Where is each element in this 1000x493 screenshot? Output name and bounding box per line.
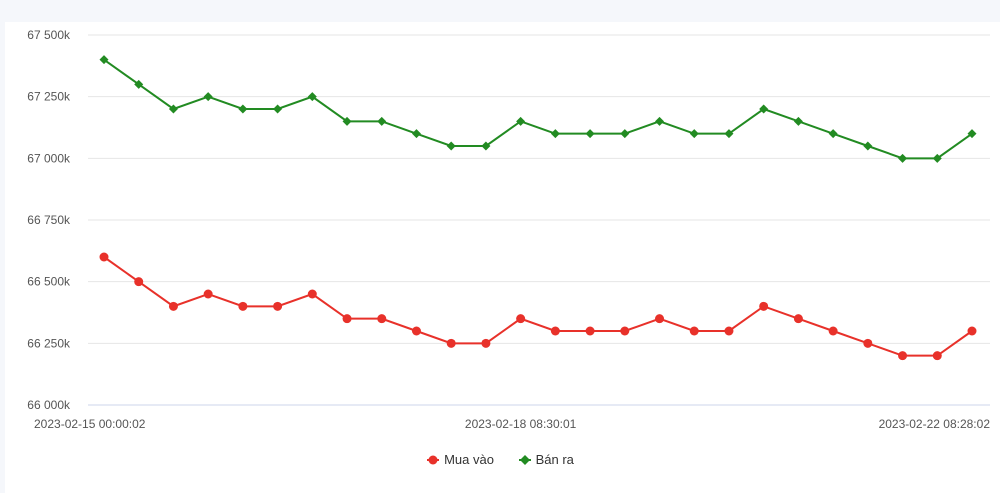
data-point xyxy=(238,104,248,114)
y-tick-label: 67 500k xyxy=(27,28,71,42)
data-point xyxy=(481,338,491,348)
legend-marker-icon xyxy=(427,455,440,464)
data-point xyxy=(377,116,387,126)
data-point xyxy=(898,153,908,163)
data-point xyxy=(863,141,873,151)
data-point xyxy=(99,55,109,65)
y-tick-label: 66 500k xyxy=(27,275,71,289)
data-point xyxy=(307,289,317,299)
data-point xyxy=(932,153,942,163)
data-point xyxy=(307,92,317,102)
data-point xyxy=(724,129,734,139)
data-point xyxy=(863,338,873,348)
x-tick-label: 2023-02-15 00:00:02 xyxy=(34,417,146,431)
data-point xyxy=(620,129,630,139)
data-point xyxy=(273,301,283,311)
data-point xyxy=(689,129,699,139)
series-line xyxy=(103,58,973,160)
data-point xyxy=(655,116,665,126)
data-point xyxy=(550,129,560,139)
data-point xyxy=(689,326,699,336)
y-tick-label: 66 000k xyxy=(27,398,71,412)
data-point xyxy=(134,277,144,287)
data-point xyxy=(446,338,456,348)
y-tick-label: 67 000k xyxy=(27,151,71,165)
legend-item-ban-ra[interactable]: Bán ra xyxy=(518,452,574,467)
data-point xyxy=(759,301,769,311)
data-point xyxy=(828,129,838,139)
data-point xyxy=(446,141,456,151)
data-point xyxy=(793,314,803,324)
legend-marker-icon xyxy=(518,454,531,465)
data-point xyxy=(550,326,560,336)
data-point xyxy=(967,129,977,139)
data-point xyxy=(585,326,595,336)
x-tick-label: 2023-02-22 08:28:02 xyxy=(879,417,991,431)
data-point xyxy=(203,289,213,299)
data-point xyxy=(411,326,421,336)
data-point xyxy=(203,92,213,102)
data-point xyxy=(342,116,352,126)
data-point xyxy=(828,326,838,336)
data-point xyxy=(168,104,178,114)
legend-label: Bán ra xyxy=(535,452,574,467)
legend-item-mua-vao[interactable]: Mua vào xyxy=(426,452,494,467)
data-point xyxy=(168,301,178,311)
y-tick-label: 66 250k xyxy=(27,336,71,350)
data-point xyxy=(724,326,734,336)
data-point xyxy=(238,301,248,311)
data-point xyxy=(377,314,387,324)
chart-panel xyxy=(5,22,1000,493)
data-point xyxy=(273,104,283,114)
data-point xyxy=(516,314,526,324)
legend: Mua vào Bán ra xyxy=(0,452,1000,470)
y-tick-label: 66 750k xyxy=(27,213,71,227)
data-point xyxy=(585,129,595,139)
data-point xyxy=(411,129,421,139)
x-tick-label: 2023-02-18 08:30:01 xyxy=(465,417,577,431)
y-tick-label: 67 250k xyxy=(27,90,71,104)
data-point xyxy=(516,116,526,126)
data-point xyxy=(655,314,665,324)
data-point xyxy=(620,326,630,336)
data-point xyxy=(932,351,942,361)
data-point xyxy=(793,116,803,126)
legend-label: Mua vào xyxy=(444,452,494,467)
data-point xyxy=(99,252,109,262)
data-point xyxy=(481,141,491,151)
data-point xyxy=(967,326,977,336)
data-point xyxy=(342,314,352,324)
data-point xyxy=(898,351,908,361)
data-point xyxy=(759,104,769,114)
series-line xyxy=(103,256,973,357)
data-point xyxy=(134,79,144,89)
